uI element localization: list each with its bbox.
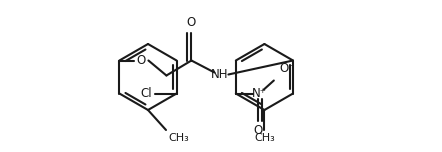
Text: O⁻: O⁻	[280, 62, 295, 76]
Text: N⁺: N⁺	[251, 87, 266, 100]
Text: NH: NH	[211, 68, 228, 81]
Text: CH₃: CH₃	[168, 133, 189, 143]
Text: O: O	[253, 124, 263, 138]
Text: Cl: Cl	[140, 87, 152, 100]
Text: CH₃: CH₃	[254, 133, 275, 143]
Text: O: O	[137, 54, 146, 67]
Text: O: O	[187, 16, 196, 29]
